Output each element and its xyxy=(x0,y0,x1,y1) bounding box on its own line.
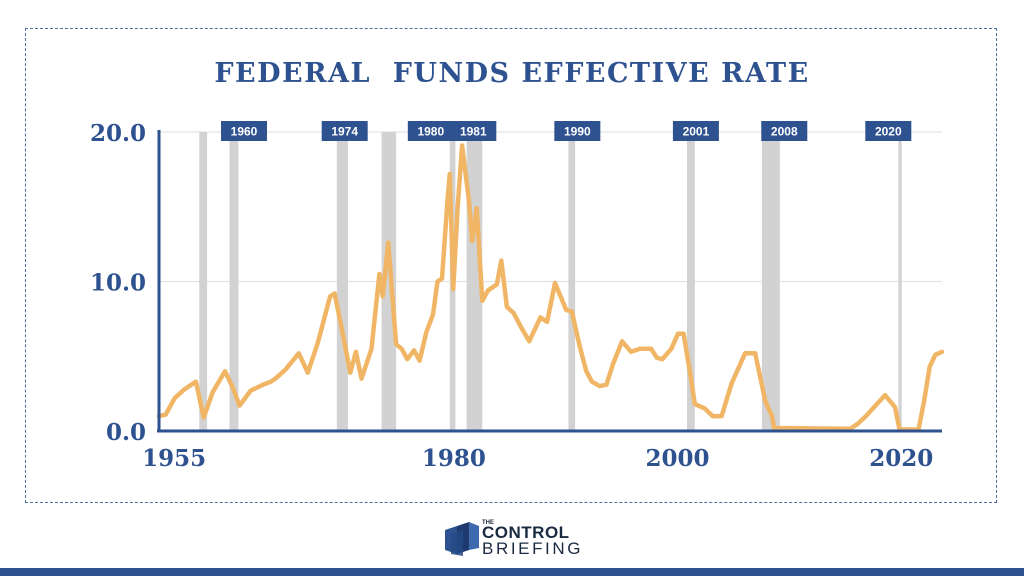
recession-badge: 1980 xyxy=(407,121,454,141)
recession-band xyxy=(336,132,349,431)
badge-label: 2001 xyxy=(683,125,710,139)
recession-band xyxy=(199,132,208,431)
recession-band xyxy=(229,132,239,431)
y-tick-label: 0.0 xyxy=(106,419,146,446)
recession-badge: 2001 xyxy=(672,121,719,141)
brand-logo-icon xyxy=(445,522,479,556)
recession-band xyxy=(686,132,695,431)
gridlines xyxy=(159,131,942,283)
y-tick-label: 20.0 xyxy=(90,120,146,147)
recession-badge: 2008 xyxy=(761,121,808,141)
badge-box xyxy=(321,121,368,141)
badge-box xyxy=(672,121,719,141)
x-tick-label: 1955 xyxy=(142,445,206,472)
recession-badge: 1974 xyxy=(321,121,368,141)
recession-band xyxy=(898,132,902,431)
recession-badge: 1981 xyxy=(450,121,497,141)
badge-label: 1974 xyxy=(331,125,358,139)
axes xyxy=(157,130,942,433)
chart-title: FEDERAL FUNDS EFFECTIVE RATE xyxy=(214,58,810,89)
footer-bar xyxy=(0,568,1024,576)
badge-box xyxy=(221,121,268,141)
badge-label: 1990 xyxy=(564,125,591,139)
tick-labels: 0.0 10.0 20.0 1955 1980 2000 2020 xyxy=(90,120,933,472)
recession-badge: 1990 xyxy=(554,121,601,141)
badge-label: 1981 xyxy=(460,125,487,139)
recession-badge: 2020 xyxy=(865,121,912,141)
x-tick-label: 2020 xyxy=(869,445,933,472)
brand-line1: CONTROL xyxy=(482,523,570,542)
recession-badge: 1960 xyxy=(221,121,268,141)
badge-box xyxy=(407,121,454,141)
brand-line2: BRIEFING xyxy=(482,539,584,558)
badge-label: 1980 xyxy=(417,125,444,139)
series-line-layer xyxy=(156,143,945,432)
badge-label: 2008 xyxy=(771,125,798,139)
x-tick-label: 2000 xyxy=(646,445,710,472)
recession-badges: 1960 1974 1980 1981 1990 2001 2008 2020 xyxy=(221,121,912,141)
badge-label: 1960 xyxy=(231,125,258,139)
badge-box xyxy=(865,121,912,141)
recession-band xyxy=(568,132,576,431)
badge-box xyxy=(761,121,808,141)
recession-band xyxy=(761,132,780,431)
badge-box xyxy=(554,121,601,141)
badge-label: 2020 xyxy=(875,125,902,139)
brand-the: THE xyxy=(482,520,494,526)
y-tick-label: 10.0 xyxy=(90,270,146,297)
recession-band xyxy=(381,132,397,431)
badge-box xyxy=(450,121,497,141)
x-tick-label: 1980 xyxy=(422,445,486,472)
series-line xyxy=(156,143,945,432)
dashed-frame xyxy=(25,28,997,503)
